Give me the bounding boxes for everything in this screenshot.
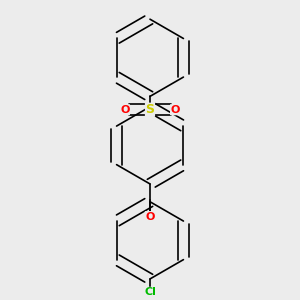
Text: O: O <box>170 105 180 115</box>
Text: O: O <box>145 212 155 222</box>
Text: O: O <box>120 105 130 115</box>
Text: Cl: Cl <box>144 287 156 297</box>
Text: S: S <box>146 103 154 116</box>
